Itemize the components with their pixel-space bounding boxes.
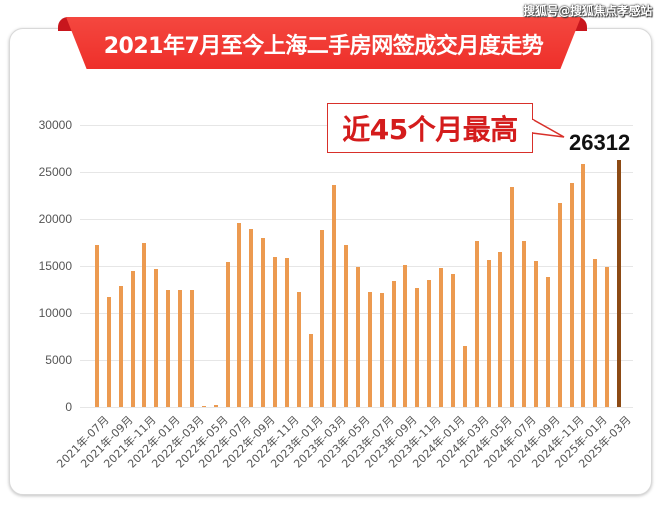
bar	[201, 406, 206, 407]
y-tick-label: 20000	[38, 212, 72, 226]
bar	[569, 183, 574, 407]
bar	[118, 285, 123, 407]
y-tick-label: 15000	[38, 259, 72, 273]
gridline	[80, 266, 633, 267]
gridline	[80, 172, 633, 173]
bar	[189, 289, 194, 407]
title-ribbon: 2021年7月至今上海二手房网签成交月度走势	[66, 17, 581, 69]
watermark: 搜狐号@搜狐焦点孝感站	[523, 4, 652, 18]
bar	[166, 289, 171, 407]
bar	[522, 240, 527, 407]
bar	[605, 266, 610, 407]
bar	[486, 260, 491, 407]
bar	[130, 270, 135, 407]
bar	[284, 257, 289, 407]
peak-value-label: 26312	[569, 130, 631, 155]
callout-box: 近45个月最高	[327, 103, 533, 153]
bar	[296, 292, 301, 407]
bar	[557, 203, 562, 407]
bar	[545, 277, 550, 407]
bar	[439, 267, 444, 407]
y-tick-label: 5000	[45, 353, 72, 367]
bar	[106, 297, 111, 407]
bar	[533, 261, 538, 407]
bar-peak	[617, 159, 621, 407]
bar	[427, 280, 432, 407]
y-tick-label: 30000	[38, 118, 72, 132]
bar	[498, 251, 503, 407]
gridline	[80, 407, 633, 408]
gridline	[80, 219, 633, 220]
bar	[154, 268, 159, 407]
bar	[332, 185, 337, 407]
bar	[178, 289, 183, 407]
bar	[581, 164, 586, 407]
bar	[415, 287, 420, 407]
bar	[367, 292, 372, 407]
callout-tail-icon	[532, 118, 565, 138]
bar	[462, 345, 467, 407]
bar	[403, 265, 408, 407]
bar	[225, 262, 230, 407]
bar	[272, 256, 277, 407]
y-tick-label: 10000	[38, 306, 72, 320]
chart-title: 2021年7月至今上海二手房网签成交月度走势	[103, 34, 544, 59]
bar	[356, 266, 360, 407]
bar	[320, 230, 325, 407]
bar	[391, 281, 396, 407]
callout-text: 近45个月最高	[342, 113, 518, 146]
bar	[510, 187, 515, 407]
bar	[474, 240, 479, 407]
bar	[237, 222, 242, 407]
bar	[308, 333, 313, 407]
bar	[344, 245, 349, 407]
bar	[593, 259, 598, 407]
bar	[379, 293, 384, 407]
bar	[142, 243, 147, 407]
bar	[249, 229, 254, 407]
bar	[261, 237, 266, 407]
bar	[95, 245, 99, 407]
y-tick-label: 0	[65, 400, 72, 414]
y-tick-label: 25000	[38, 165, 72, 179]
bar	[213, 405, 218, 407]
bar	[450, 273, 455, 407]
